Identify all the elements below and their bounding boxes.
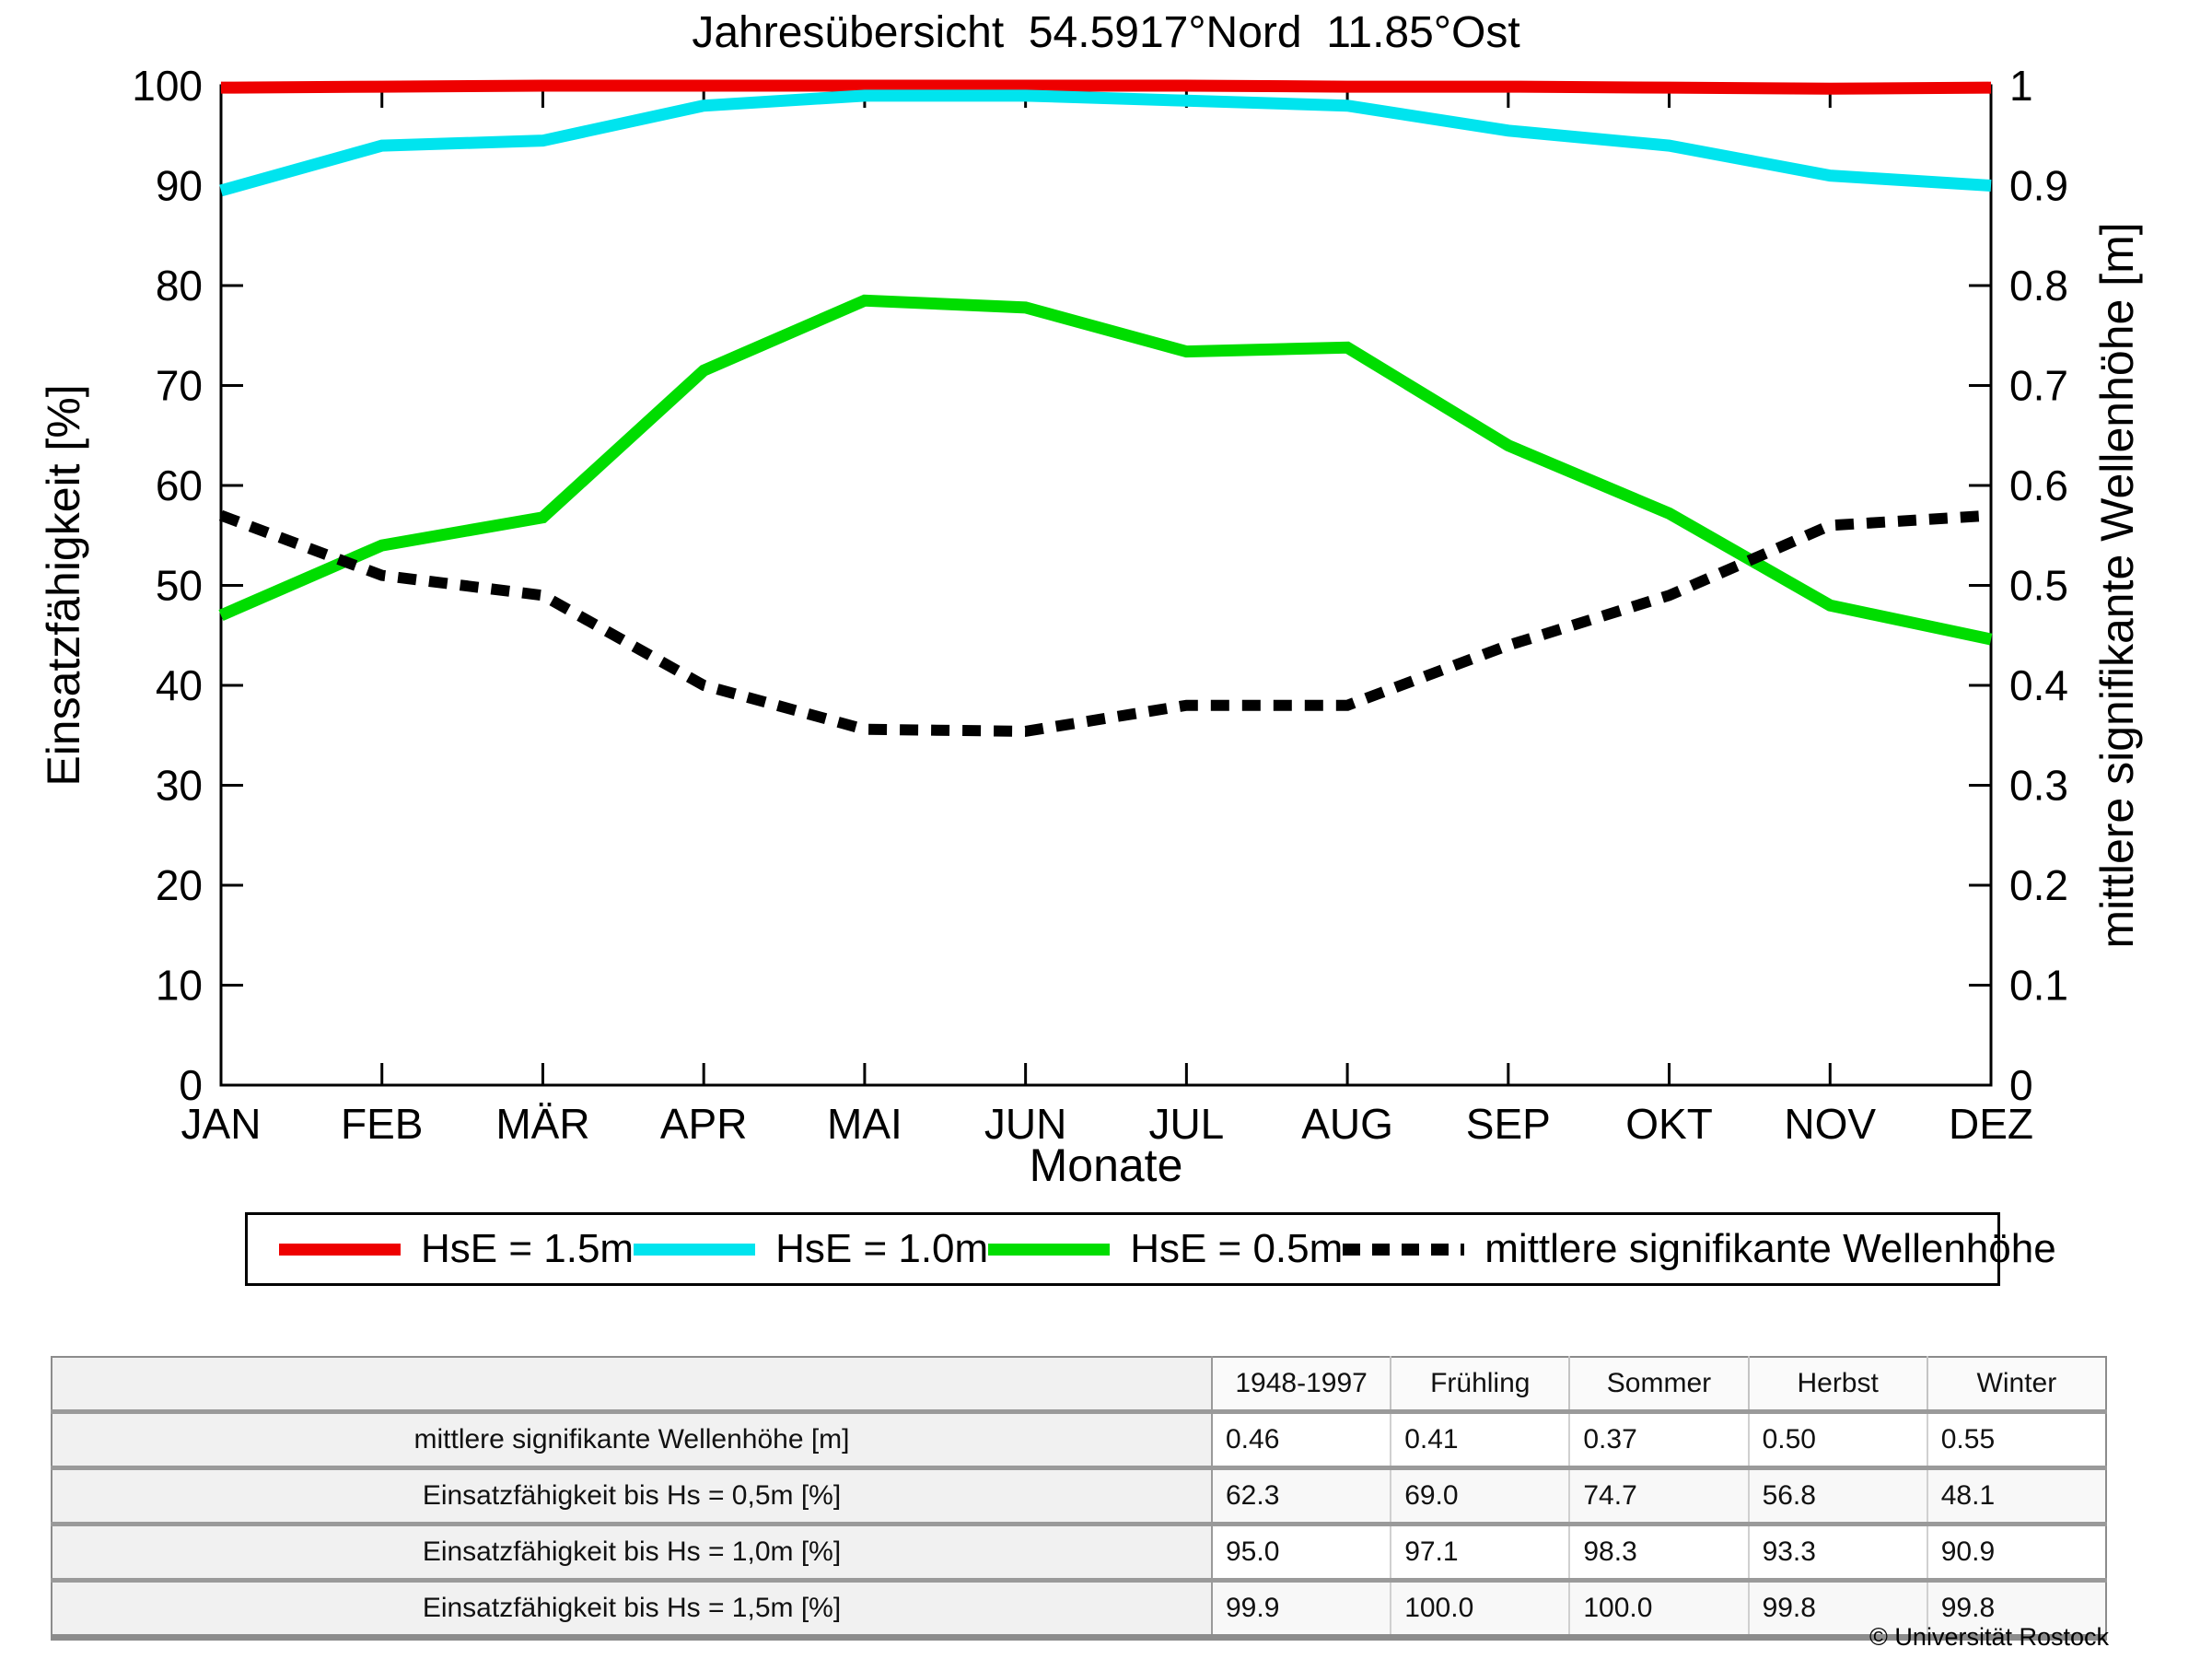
y-tick-label-right: 0.7: [2009, 362, 2068, 410]
x-tick-label: JUL: [1148, 1100, 1224, 1148]
table-cell-value: 99.9: [1210, 1578, 1391, 1638]
chart-canvas: 0 10 20 30 40 50 60 70 80 90 100 0 0.1 0.2 0.3 0.4 0.5 0.…: [38, 62, 2143, 1191]
legend-label: HsE = 1.0m: [775, 1226, 989, 1271]
series-line-mittlere-signifikante-wellenh-he: [218, 509, 1992, 737]
table-cell-value: 100.0: [1568, 1578, 1749, 1638]
table-cell-value: 0.50: [1747, 1409, 1927, 1468]
legend-item-hse15: HsE = 1.5m: [279, 1226, 634, 1272]
y-tick-label-right: 0.5: [2009, 562, 2068, 610]
table-row: Einsatzfähigkeit bis Hs = 1,5m [%] 99.9 10…: [52, 1578, 2106, 1638]
series-line-hse-1-0m: [219, 89, 1992, 197]
table-cell-value: 0.37: [1568, 1409, 1749, 1468]
table-cell-value: 0.55: [1926, 1409, 2106, 1468]
table-cell-value: 62.3: [1210, 1466, 1391, 1525]
table-row: Einsatzfähigkeit bis Hs = 0,5m [%] 62.3 69…: [52, 1466, 2106, 1525]
y-tick-label-right: 1: [2009, 62, 2033, 110]
y-tick-label-left: 0: [179, 1061, 203, 1109]
y-tick-label-left: 10: [156, 962, 203, 1010]
table-cell-value: 99.8: [1926, 1578, 2106, 1638]
table-cell-value: 69.0: [1390, 1466, 1570, 1525]
table-cell-value: 99.8: [1747, 1578, 1927, 1638]
table-cell-value: 0.41: [1390, 1409, 1570, 1468]
y-tick-label-right: 0: [2009, 1061, 2033, 1109]
chart-title: Jahresübersicht 54.5917°Nord 11.85°Ost: [692, 8, 1520, 57]
y-tick-label-right: 0.4: [2009, 661, 2068, 709]
legend-item-hse10: HsE = 1.0m: [634, 1226, 988, 1272]
y-tick-label-left: 60: [156, 461, 203, 509]
y-tick-label-right: 0.2: [2009, 861, 2068, 909]
legend-line-sample-red: [279, 1243, 401, 1256]
y-tick-label-left: 70: [156, 362, 203, 410]
x-tick-label: APR: [660, 1100, 748, 1148]
x-tick-label: NOV: [1784, 1100, 1876, 1148]
y-tick-label-right: 0.1: [2009, 962, 2068, 1010]
y-tick-label-left: 40: [156, 661, 203, 709]
x-tick-label: MAI: [827, 1100, 902, 1148]
table-row-label: Einsatzfähigkeit bis Hs = 1,5m [%]: [52, 1578, 1213, 1638]
table-row: mittlere signifikante Wellenhöhe [m] 0.46…: [52, 1409, 2106, 1468]
legend-label: HsE = 0.5m: [1130, 1226, 1344, 1271]
legend-item-hse05: HsE = 0.5m: [988, 1226, 1343, 1272]
copyright-note: © Universität Rostock: [1869, 1623, 2109, 1651]
table-cell-value: 100.0: [1390, 1578, 1570, 1638]
y-tick-label-right: 0.6: [2009, 461, 2068, 509]
table-column-header: Herbst: [1747, 1357, 1927, 1412]
table-row: Einsatzfähigkeit bis Hs = 1,0m [%] 95.0 97…: [52, 1522, 2106, 1581]
table-cell-value: 74.7: [1568, 1466, 1749, 1525]
y-axis-title-right: mittlere signifikante Wellenhöhe [m]: [2091, 222, 2143, 948]
plot-border: [219, 84, 1993, 1087]
y-tick-label-right: 0.3: [2009, 762, 2068, 810]
table-column-header: Winter: [1926, 1357, 2106, 1412]
table-cell-value: 0.46: [1210, 1409, 1391, 1468]
legend-item-wellenhoehe: mittlere signifikante Wellenhöhe: [1343, 1226, 2056, 1272]
x-axis-title: Monate: [1030, 1139, 1183, 1191]
table-cell-value: 97.1: [1390, 1522, 1570, 1581]
x-tick-label: AUG: [1301, 1100, 1393, 1148]
table-cell-value: 95.0: [1210, 1522, 1391, 1581]
chart-legend: HsE = 1.5m HsE = 1.0m HsE = 0.5m mittler…: [245, 1212, 2056, 1286]
x-tick-label: OKT: [1625, 1100, 1713, 1148]
series-line-hse-1-5m: [220, 79, 1992, 95]
table-column-header: Sommer: [1568, 1357, 1749, 1412]
y-tick-label-left: 90: [156, 162, 203, 210]
x-tick-label: JAN: [181, 1100, 262, 1148]
table-row-label: mittlere signifikante Wellenhöhe [m]: [52, 1409, 1213, 1468]
y-tick-label-left: 100: [132, 62, 203, 110]
x-tick-label: FEB: [341, 1100, 423, 1148]
table-cell-value: 93.3: [1747, 1522, 1927, 1581]
legend-label: mittlere signifikante Wellenhöhe: [1484, 1226, 2056, 1271]
table-row-label: Einsatzfähigkeit bis Hs = 1,0m [%]: [52, 1522, 1213, 1581]
y-tick-label-left: 80: [156, 262, 203, 310]
series-line-hse-0-5m: [218, 294, 1993, 646]
table-row-label: Einsatzfähigkeit bis Hs = 0,5m [%]: [52, 1466, 1213, 1525]
y-tick-label-right: 0.9: [2009, 162, 2068, 210]
y-tick-label-left: 20: [156, 861, 203, 909]
table-cell-value: 98.3: [1568, 1522, 1749, 1581]
y-axis-title-left: Einsatzfähigkeit [%]: [38, 384, 89, 786]
table-corner-cell: [52, 1357, 1213, 1412]
x-tick-label: DEZ: [1949, 1100, 2033, 1148]
table-header-row: 1948-1997 Frühling Sommer Herbst Winter: [52, 1357, 2106, 1412]
x-tick-label: JUN: [984, 1100, 1066, 1148]
legend-line-sample-cyan: [634, 1243, 756, 1256]
table-cell-value: 48.1: [1926, 1466, 2106, 1525]
table-cell-value: 90.9: [1926, 1522, 2106, 1581]
x-tick-label: SEP: [1466, 1100, 1551, 1148]
x-tick-label: MÄR: [495, 1100, 589, 1148]
table-column-header: Frühling: [1390, 1357, 1570, 1412]
table-cell-value: 56.8: [1747, 1466, 1927, 1525]
y-tick-label-right: 0.8: [2009, 262, 2068, 310]
season-statistics-table: 1948-1997 Frühling Sommer Herbst Winter mitt…: [51, 1356, 2107, 1641]
y-tick-label-left: 50: [156, 562, 203, 610]
legend-line-sample-dotted: [1343, 1243, 1465, 1256]
table-column-header: 1948-1997: [1210, 1357, 1391, 1412]
legend-label: HsE = 1.5m: [421, 1226, 634, 1271]
y-tick-label-left: 30: [156, 762, 203, 810]
legend-line-sample-green: [988, 1243, 1111, 1256]
